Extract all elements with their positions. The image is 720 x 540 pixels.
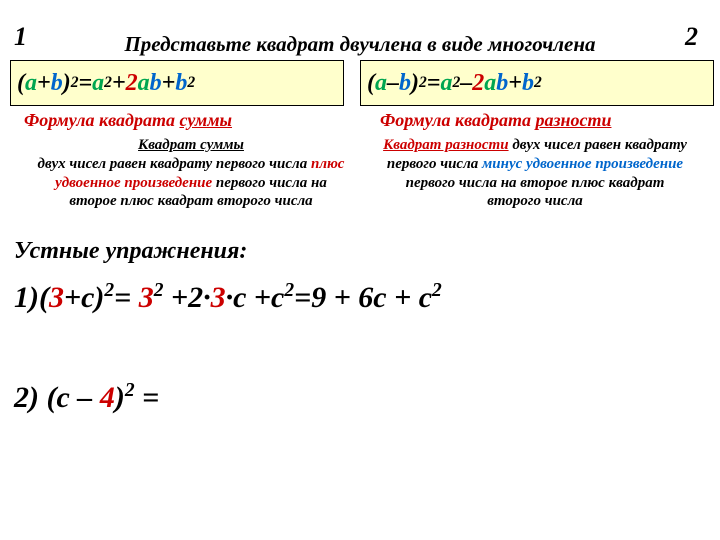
exercise-1: 1)(3+c)2= 32 +2·3·c +c2=9 + 6c + c2	[14, 280, 442, 315]
desc-text: двух чисел равен квадрату первого числа	[38, 156, 311, 172]
fname-text: Формула квадрата	[24, 110, 179, 130]
var-a: a	[375, 70, 387, 97]
ex-num: 2)	[14, 381, 47, 414]
var-a: a	[25, 70, 37, 97]
ex-red: 3	[211, 281, 226, 314]
description-diff: Квадрат разности двух чисел равен квадра…	[380, 136, 690, 211]
coef-2: 2	[472, 70, 484, 97]
var-a: a	[484, 70, 496, 97]
paren: (	[367, 70, 375, 97]
formula-diff-box: ( a – b ) 2 = a 2 – 2 a b + b 2	[360, 60, 714, 106]
paren: )	[411, 70, 419, 97]
fname-underline: разности	[535, 110, 611, 130]
coef-2: 2	[126, 70, 138, 97]
desc-heading: Квадрат суммы	[138, 137, 244, 153]
op-eq: =	[427, 70, 441, 97]
exp: 2	[419, 74, 427, 92]
oral-exercises-title: Устные упражнения:	[14, 238, 247, 265]
desc-heading: Квадрат разности	[383, 137, 508, 153]
exp: 2	[284, 280, 294, 301]
op-plus: +	[112, 70, 126, 97]
exp: 2	[187, 74, 195, 92]
var-b: b	[51, 70, 63, 97]
exp: 2	[125, 380, 135, 401]
problem-number-1: 1	[14, 22, 27, 52]
ex-text: ·c +c	[226, 281, 285, 314]
exp: 2	[104, 74, 112, 92]
exp: 2	[104, 280, 114, 301]
fname-text: Формула квадрата	[380, 110, 535, 130]
var-b: b	[496, 70, 508, 97]
op-minus: –	[460, 70, 472, 97]
op-plus: +	[162, 70, 176, 97]
op-eq: =	[78, 70, 92, 97]
ex-text: +2·	[164, 281, 211, 314]
ex-num: 1)(	[14, 281, 49, 314]
exp: 2	[71, 74, 79, 92]
var-b: b	[522, 70, 534, 97]
var-a: a	[440, 70, 452, 97]
desc-highlight-minus: минус удвоенное произведение	[482, 156, 683, 172]
description-sum: Квадрат суммы двух чисел равен квадрату …	[36, 136, 346, 211]
op-plus: +	[508, 70, 522, 97]
exp: 2	[534, 74, 542, 92]
var-b: b	[150, 70, 162, 97]
problem-number-2: 2	[685, 22, 698, 52]
op-plus: +	[37, 70, 51, 97]
op-minus: –	[387, 70, 399, 97]
exercise-2: 2) (c – 4)2 =	[14, 380, 159, 415]
formula-sum-box: ( a + b ) 2 = a 2 + 2 a b + b 2	[10, 60, 344, 106]
formula-name-sum: Формула квадрата суммы	[24, 110, 232, 131]
var-b: b	[399, 70, 411, 97]
ex-text: =	[114, 281, 139, 314]
desc-text: первого числа на второе плюс квадрат вто…	[406, 175, 665, 210]
fname-underline: суммы	[179, 110, 232, 130]
paren: (	[17, 70, 25, 97]
paren: )	[63, 70, 71, 97]
var-a: a	[138, 70, 150, 97]
var-b: b	[175, 70, 187, 97]
ex-red: 4	[100, 381, 115, 414]
exp: 2	[432, 280, 442, 301]
ex-red: 3	[139, 281, 154, 314]
page-title: Представьте квадрат двучлена в виде мног…	[60, 32, 660, 57]
ex-text: (c –	[47, 381, 100, 414]
var-a: a	[92, 70, 104, 97]
ex-text: =	[135, 381, 160, 414]
ex-text: )	[115, 381, 125, 414]
formula-name-diff: Формула квадрата разности	[380, 110, 611, 131]
exp: 2	[154, 280, 164, 301]
ex-text: =9 + 6c + c	[294, 281, 432, 314]
ex-text: +c)	[64, 281, 104, 314]
ex-red: 3	[49, 281, 64, 314]
